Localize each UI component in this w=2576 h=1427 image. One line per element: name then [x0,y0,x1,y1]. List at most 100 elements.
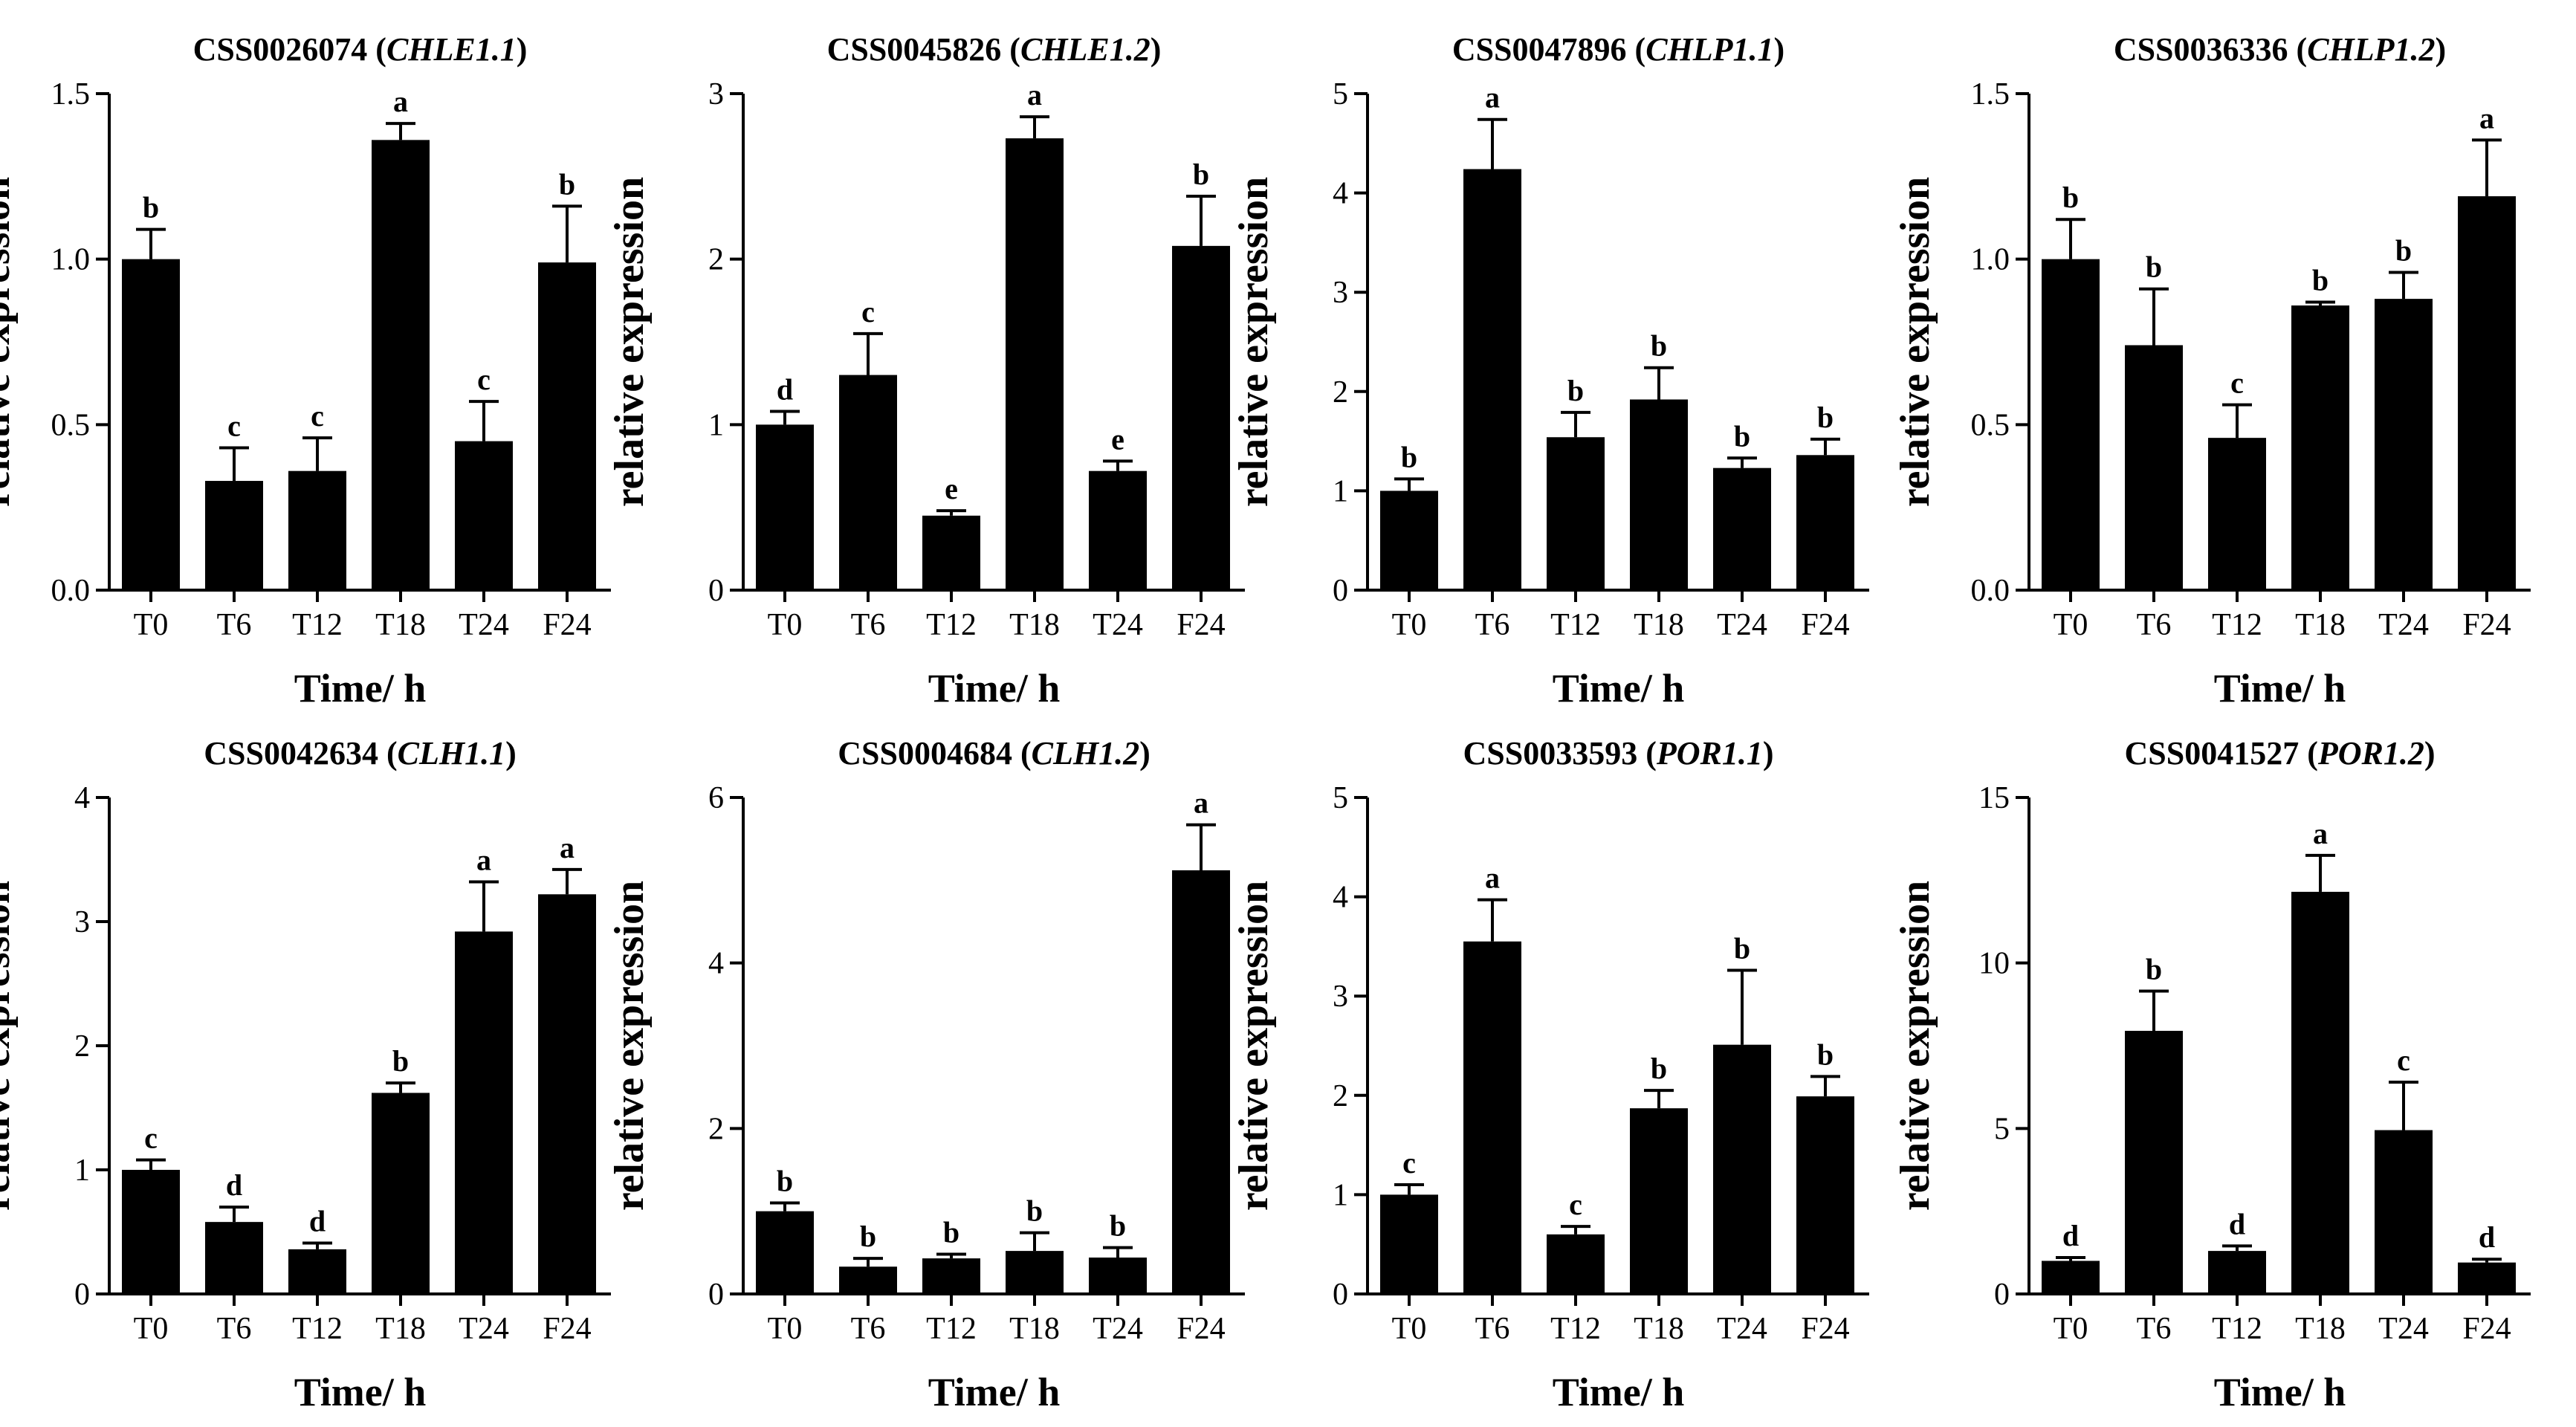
y-tick-label: 0.5 [51,408,91,442]
chart-title-gene: CLH1.1 [398,735,505,771]
y-tick-label: 0 [1333,574,1348,608]
significance-label: c [144,1122,158,1155]
significance-label: c [1402,1146,1416,1180]
y-tick-label: 0 [708,574,724,608]
x-axis-label: Time/ h [1553,1370,1685,1414]
x-tick-label: T12 [292,1312,343,1346]
x-tick-label: T6 [851,608,886,642]
chart-title: CSS0026074 (CHLE1.1) [193,31,528,68]
bar-T6 [839,1266,897,1294]
chart-title: CSS0004684 (CLH1.2) [838,735,1150,771]
y-tick-label: 2 [708,243,724,277]
x-tick-label: F24 [543,1312,591,1346]
x-axis-label: Time/ h [928,1370,1061,1414]
significance-label: b [559,167,575,201]
y-tick-label: 0.5 [1971,408,2010,442]
significance-label: b [2062,181,2079,214]
bar-T18 [372,1093,430,1294]
y-tick-label: 2 [1333,1079,1348,1113]
x-tick-label: T18 [2295,1312,2346,1346]
significance-label: d [777,373,793,407]
bar-T24 [1713,467,1771,590]
x-tick-label: T24 [1093,1312,1143,1346]
bar-T6 [2125,345,2183,590]
chart-title: CSS0041527 (POR1.2) [2124,735,2435,771]
x-tick-label: T18 [1009,608,1060,642]
x-axis-label: Time/ h [2214,666,2346,711]
y-axis-label: relative expression [606,881,653,1211]
y-axis-label: relative expression [606,177,653,507]
x-tick-label: T0 [1392,608,1427,642]
y-tick-label: 4 [1333,881,1348,915]
significance-label: b [860,1220,876,1253]
significance-label: b [392,1044,409,1078]
chart-panel-2: CSS0045826 (CHLE1.2) 0 1 2 3 d T0 c T6 e T12 a T18 e T… [606,31,1245,711]
x-tick-label: T6 [2137,1312,2172,1346]
chart-title-gene: POR1.1 [1656,735,1763,771]
bar-T0 [1380,491,1438,590]
bar-T6 [2125,1030,2183,1294]
bar-T6 [1463,169,1521,590]
chart-title: CSS0033593 (POR1.1) [1463,735,1773,771]
significance-label: b [1817,1038,1834,1071]
y-axis-label: relative expression [1892,177,1938,507]
significance-label: b [1110,1209,1126,1243]
significance-label: a [2313,817,2328,850]
bar-T18 [2291,305,2349,590]
significance-label: b [2395,233,2412,267]
y-tick-label: 1 [1333,1178,1348,1212]
significance-label: b [943,1216,959,1249]
x-tick-label: T0 [768,608,803,642]
x-axis-label: Time/ h [294,1370,427,1414]
x-tick-label: F24 [2462,608,2511,642]
y-tick-label: 0.0 [51,574,91,608]
bar-T18 [1006,138,1064,590]
y-tick-label: 5 [1333,77,1348,111]
y-tick-label: 4 [1333,177,1348,211]
x-tick-label: T6 [1475,608,1510,642]
chart-title: CSS0045826 (CHLE1.2) [827,31,1162,68]
significance-label: b [1401,440,1417,473]
significance-label: b [1817,401,1834,434]
significance-label: c [2397,1043,2410,1077]
chart-title-id: CSS0047896 [1452,31,1627,68]
significance-label: b [2146,953,2162,986]
bar-T0 [2042,259,2100,590]
significance-label: d [309,1205,326,1238]
bar-T12 [288,470,346,590]
bar-T24 [1089,470,1147,590]
bar-F24 [2458,1262,2516,1294]
y-tick-label: 0 [74,1278,90,1312]
x-tick-label: F24 [1801,1312,1849,1346]
x-tick-label: T12 [926,608,977,642]
bar-T6 [205,1222,263,1294]
significance-label: c [227,410,241,443]
x-tick-label: T12 [292,608,343,642]
x-tick-label: F24 [1177,1312,1225,1346]
bar-F24 [1172,245,1230,590]
significance-label: b [1193,158,1209,191]
bar-T0 [122,1170,180,1294]
bar-F24 [538,894,596,1294]
chart-title-id: CSS0041527 [2124,735,2299,771]
bar-T12 [2208,1251,2266,1294]
y-tick-label: 4 [708,947,724,981]
x-tick-label: T18 [375,1312,426,1346]
chart-panel-5: CSS0042634 (CLH1.1) 0 1 2 3 4 c T0 d T6 d T12 b T18 a T… [0,735,611,1414]
significance-label: d [2062,1219,2079,1252]
y-tick-label: 1 [1333,474,1348,508]
chart-title-id: CSS0045826 [827,31,1002,68]
x-tick-label: T18 [375,608,426,642]
y-tick-label: 1.0 [1971,243,2010,277]
x-axis-label: Time/ h [2214,1370,2346,1414]
x-tick-label: F24 [1177,608,1225,642]
chart-title: CSS0036336 (CHLP1.2) [2114,31,2446,68]
y-tick-label: 10 [1978,947,2010,981]
bar-T0 [756,1211,814,1294]
y-tick-label: 1.5 [1971,77,2010,111]
y-tick-label: 0 [708,1278,724,1312]
bar-T18 [372,140,430,590]
bar-T24 [1089,1258,1147,1294]
y-axis-label: relative expression [0,177,19,507]
